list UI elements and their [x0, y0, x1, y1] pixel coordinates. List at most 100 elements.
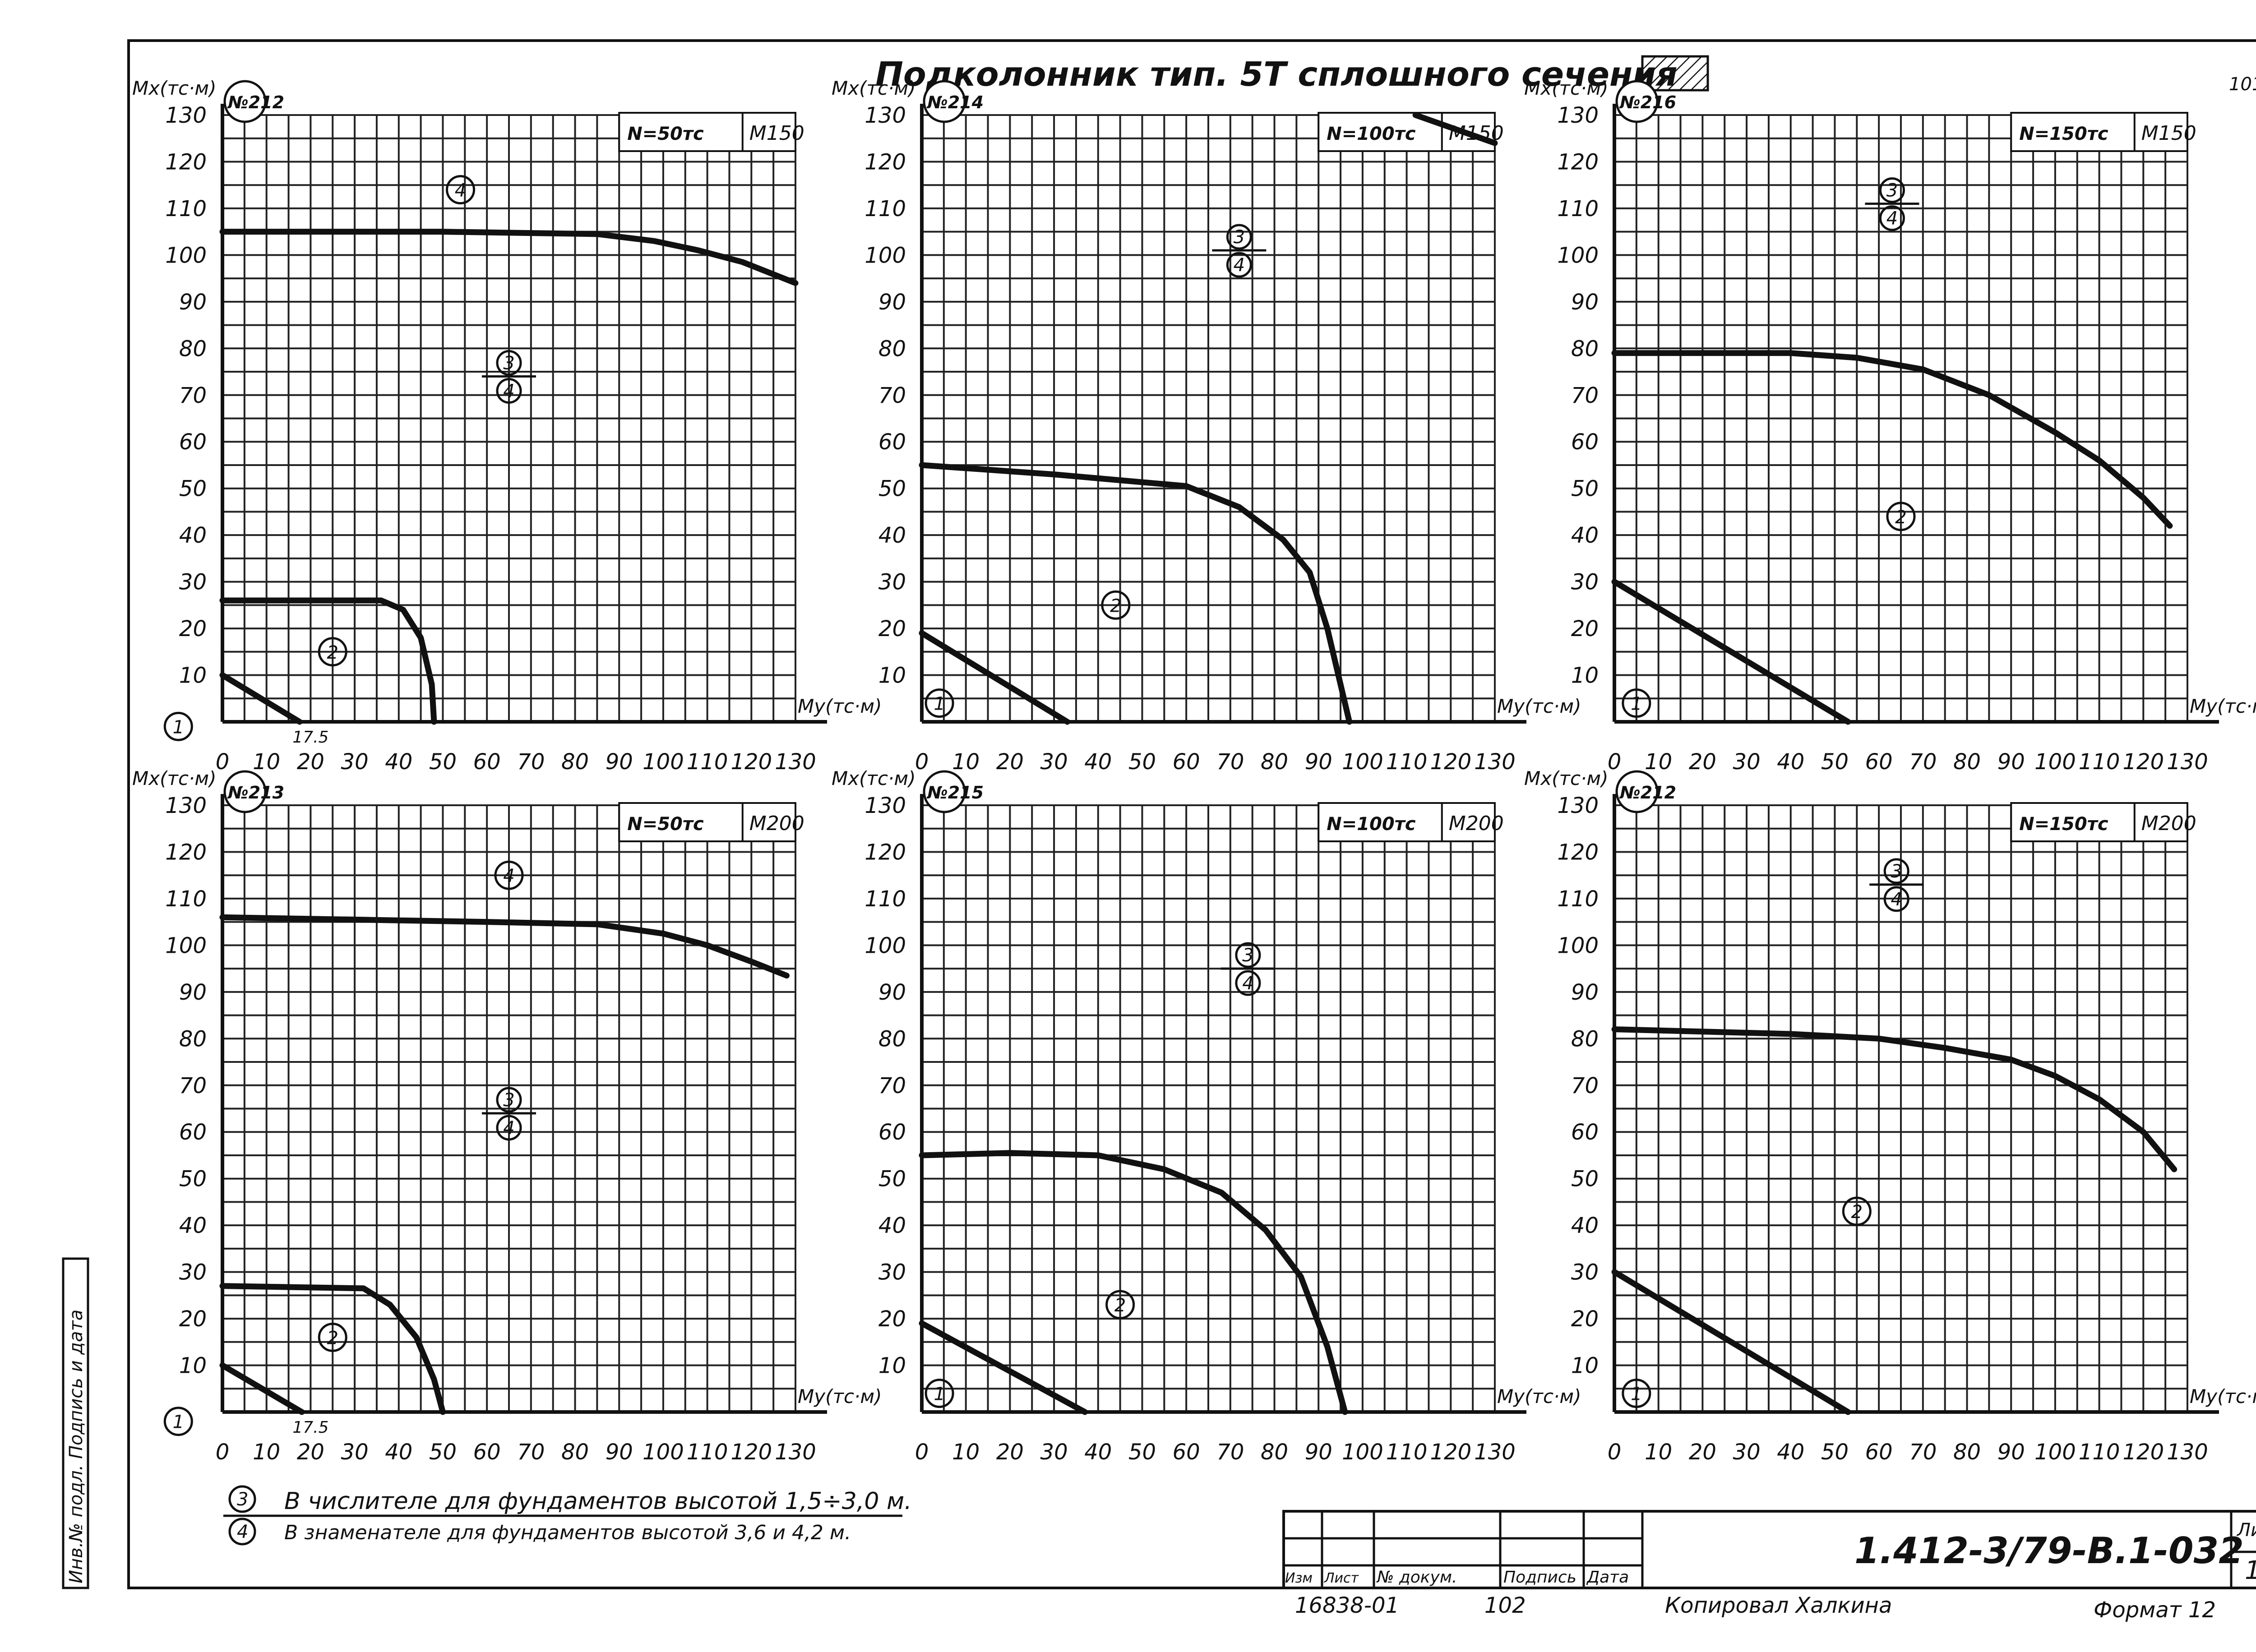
- region-mark-label: 4: [1886, 208, 1898, 229]
- region-mark-label: 4: [1242, 973, 1253, 994]
- x-tick-label: 20: [1689, 749, 1716, 775]
- param-n: N=50тс: [627, 814, 704, 835]
- x-tick-label: 0: [915, 1440, 929, 1465]
- y-tick-label: 40: [1571, 1213, 1599, 1238]
- x-axis-label: My(тс·м): [2190, 1385, 2256, 1407]
- x-tick-label: 110: [1386, 1440, 1428, 1465]
- y-tick-label: 130: [1557, 793, 1599, 818]
- legend-mark-3: [228, 1485, 256, 1513]
- y-tick-label: 60: [1571, 1120, 1599, 1145]
- page-number: 101: [2229, 74, 2256, 95]
- x-tick-label: 60: [473, 1440, 501, 1465]
- y-tick-label: 40: [878, 1213, 906, 1238]
- x-tick-label: 30: [341, 749, 369, 775]
- x-tick-label: 50: [429, 1440, 457, 1465]
- chart-panel-5: N=100тс M200 №215 Mx(тс·м) My(тс·м) 0 10 20 30 40…: [832, 767, 1581, 1465]
- y-axis-label: Mx(тс·м): [1524, 77, 1608, 99]
- y-axis-label: Mx(тс·м): [832, 767, 915, 789]
- x-tick-label: 50: [1128, 1440, 1156, 1465]
- y-tick-label: 30: [1571, 1260, 1599, 1285]
- region-mark-label: 3: [1891, 861, 1902, 882]
- col-doc: № докум.: [1376, 1568, 1457, 1587]
- x-tick-label: 70: [1216, 1440, 1244, 1465]
- series-curve-1: [919, 1320, 1088, 1415]
- y-tick-label: 120: [1557, 840, 1599, 865]
- badge-label: №212: [1619, 783, 1676, 803]
- x-tick-label: 30: [1040, 749, 1068, 775]
- region-mark-label: 4: [503, 866, 514, 886]
- y-tick-label: 130: [165, 103, 207, 128]
- legend-numerator-text: В числителе для фундаментов высотой 1,5÷…: [284, 1488, 912, 1515]
- series-curve-1: [1611, 579, 1851, 725]
- series-curve-2: [219, 1283, 446, 1415]
- y-tick-label: 90: [179, 290, 207, 315]
- region-mark-label: 3: [1242, 945, 1253, 966]
- copied-by: Копировал Халкина: [1665, 1593, 1892, 1618]
- y-tick-label: 80: [179, 1026, 207, 1052]
- badge-circle: [923, 770, 966, 813]
- region-mark-label: 1: [173, 1412, 184, 1433]
- x-tick-label: 70: [1216, 749, 1244, 775]
- x-tick-label: 20: [996, 749, 1024, 775]
- x-tick-label: 70: [517, 1440, 545, 1465]
- x-tick-label: 120: [2122, 1440, 2164, 1465]
- region-mark-label: 2: [327, 642, 338, 663]
- x-tick-label: 40: [1084, 1440, 1112, 1465]
- param-box: [1318, 802, 1496, 842]
- y-tick-label: 80: [1571, 336, 1599, 361]
- x-tick-label: 90: [1305, 1440, 1332, 1465]
- y-tick-label: 50: [1571, 1167, 1599, 1192]
- y-tick-label: 90: [1571, 290, 1599, 315]
- region-mark-label: 1: [1631, 1384, 1642, 1405]
- series-curve-3: [219, 914, 790, 979]
- x-tick-label: 80: [1261, 749, 1288, 775]
- region-mark-circle: [496, 350, 522, 376]
- x-tick-label: 50: [429, 749, 457, 775]
- param-n: N=50тс: [627, 124, 704, 144]
- x-tick-label: 90: [606, 1440, 633, 1465]
- y-axis-label: Mx(тс·м): [132, 767, 216, 789]
- legend-mark-4-label: 4: [237, 1522, 248, 1542]
- region-mark-label: 3: [503, 353, 514, 374]
- x-tick-label: 100: [1342, 1440, 1383, 1465]
- x-tick-label: 110: [1386, 749, 1428, 775]
- y-tick-label: 10: [179, 663, 207, 688]
- chart-panel-6: N=150тс M200 №212 Mx(тс·м) My(тс·м) 0 10 20 30 40…: [1524, 767, 2256, 1465]
- badge-circle: [1615, 770, 1659, 813]
- x-tick-label: 0: [216, 1440, 230, 1465]
- y-tick-label: 90: [878, 980, 906, 1005]
- badge-circle: [223, 770, 267, 813]
- y-tick-label: 40: [179, 1213, 207, 1238]
- y-tick-label: 40: [1571, 523, 1599, 548]
- x-tick-label: 60: [1865, 749, 1893, 775]
- y-tick-label: 20: [179, 1306, 207, 1332]
- y-tick-label: 120: [165, 840, 207, 865]
- region-mark-label: 2: [1110, 595, 1121, 616]
- y-tick-label: 60: [179, 429, 207, 455]
- x-tick-label: 80: [1261, 1440, 1288, 1465]
- y-tick-label: 100: [864, 243, 906, 268]
- x-tick-label: 10: [952, 749, 980, 775]
- x-tick-label: 0: [1608, 1440, 1622, 1465]
- y-tick-label: 10: [1571, 663, 1599, 688]
- region-mark-label: 4: [455, 180, 466, 201]
- param-m: M200: [1449, 812, 1504, 835]
- y-tick-label: 70: [878, 383, 906, 408]
- series-curve-2: [919, 462, 1353, 725]
- series-curve-1: [219, 672, 303, 725]
- x-tick-label: 10: [1645, 1440, 1672, 1465]
- region-mark-circle: [1622, 1379, 1651, 1408]
- y-tick-label: 60: [878, 1120, 906, 1145]
- region-mark-label: 2: [1895, 507, 1906, 528]
- title-block: 1.412-3/79-В.1-032 Лист 12 Изм Лист № до…: [1282, 1510, 2256, 1623]
- region-mark-circle: [925, 688, 954, 718]
- y-tick-label: 110: [864, 196, 906, 221]
- y-tick-label: 30: [179, 1260, 207, 1285]
- y-tick-label: 70: [179, 1073, 207, 1098]
- series-curve-3: [1412, 112, 1498, 146]
- y-tick-label: 130: [864, 103, 906, 128]
- x-tick-label: 10: [253, 1440, 280, 1465]
- y-tick-label: 50: [1571, 476, 1599, 502]
- x-tick-label: 90: [1305, 749, 1332, 775]
